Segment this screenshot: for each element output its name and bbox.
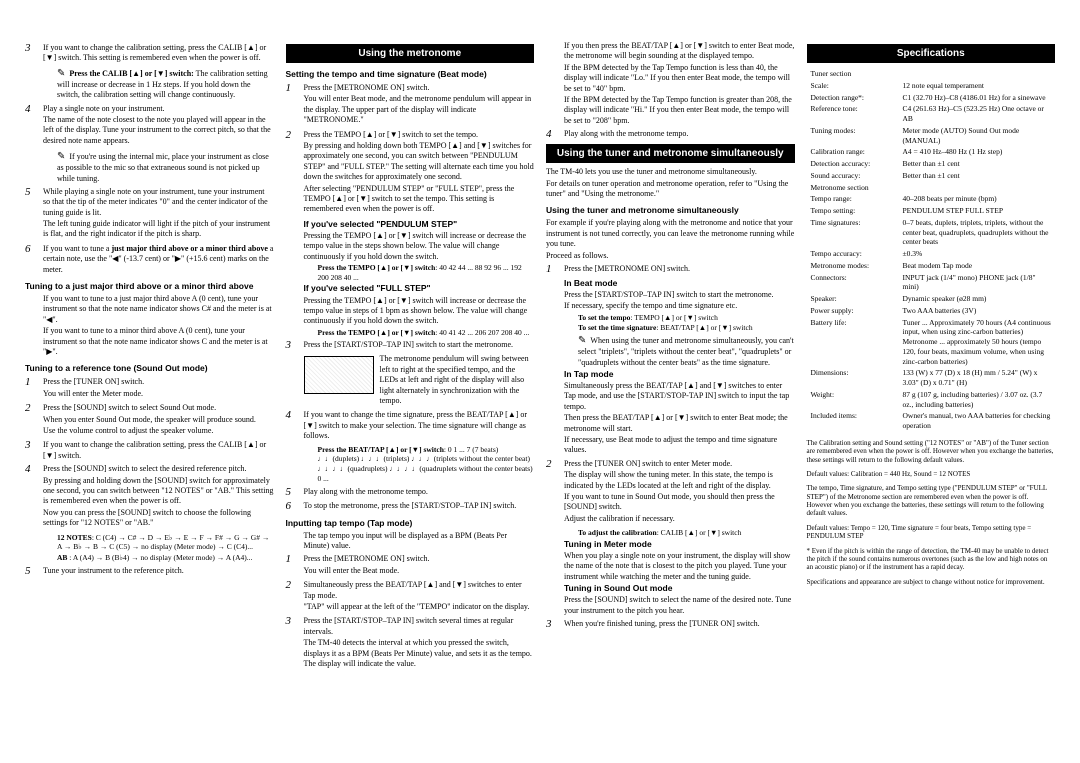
body-text: The TM-40 lets you use the tuner and met… bbox=[546, 167, 795, 177]
body-text: Proceed as follows. bbox=[546, 251, 795, 261]
step-text: Play a single note on your instrument. bbox=[43, 104, 165, 113]
section-header: Using the tuner and metronome simultaneo… bbox=[546, 144, 795, 163]
body-text: Pressing the TEMPO [▲] or [▼] switch wil… bbox=[304, 231, 535, 262]
step-bold: just major third above or a minor third … bbox=[111, 244, 267, 253]
footnote: Default values: Tempo = 120, Time signat… bbox=[807, 524, 1056, 541]
column-4: Specifications Tuner section Scale:12 no… bbox=[807, 40, 1056, 723]
footnote: * Even if the pitch is within the range … bbox=[807, 547, 1056, 572]
subheading: Using the tuner and metronome simultaneo… bbox=[546, 205, 795, 216]
subheading: Tuning to a reference tone (Sound Out mo… bbox=[25, 363, 274, 374]
body-text: If the BPM detected by the Tap Tempo fun… bbox=[564, 63, 795, 94]
step-text: Tune your instrument to the reference pi… bbox=[43, 566, 274, 577]
step-text: Press the [SOUND] switch to select the d… bbox=[43, 464, 247, 473]
step-sub: Adjust the calibration if necessary. bbox=[564, 514, 795, 524]
body-text: Then press the BEAT/TAP [▲] or [▼] switc… bbox=[564, 413, 795, 434]
step-text: Press the [SOUND] switch to select Sound… bbox=[43, 403, 216, 412]
body-text: Simultaneously press the BEAT/TAP [▲] an… bbox=[564, 381, 795, 412]
subheading: Tuning in Meter mode bbox=[564, 539, 795, 550]
step-sub: Use the volume control to adjust the spe… bbox=[43, 426, 274, 436]
step-text: Simultaneously press the BEAT/TAP [▲] an… bbox=[304, 580, 522, 599]
step-text: Press the [METRONOME ON] switch. bbox=[304, 83, 430, 92]
step-text: While playing a single note on your inst… bbox=[43, 187, 268, 217]
step-text: Press the [START/STOP–TAP IN] switch sev… bbox=[304, 616, 514, 635]
step-sub: The TM-40 detects the interval at which … bbox=[304, 638, 535, 669]
subheading: In Beat mode bbox=[564, 278, 795, 289]
subheading: In Tap mode bbox=[564, 369, 795, 380]
step-sub: You will enter Beat mode, and the metron… bbox=[304, 94, 535, 125]
step-sub: When you enter Sound Out mode, the speak… bbox=[43, 415, 274, 425]
note-text: When using the tuner and metronome simul… bbox=[578, 334, 795, 368]
subheading: If you've selected "FULL STEP" bbox=[304, 283, 535, 294]
body-text: If you want to tune to a just major thir… bbox=[43, 294, 274, 325]
subheading: If you've selected "PENDULUM STEP" bbox=[304, 219, 535, 230]
subheading: Tuning in Sound Out mode bbox=[564, 583, 795, 594]
note-label: Press the CALIB [▲] or [▼] switch: bbox=[69, 69, 193, 78]
body-text: Press the [START/STOP–TAP IN] switch to … bbox=[564, 290, 795, 300]
step-text: If you want to change the calibration se… bbox=[43, 440, 274, 461]
step-sub: Now you can press the [SOUND] switch to … bbox=[43, 508, 274, 529]
body-text: If you want to tune to a minor third abo… bbox=[43, 326, 274, 357]
manual-page: 3If you want to change the calibration s… bbox=[25, 40, 1055, 723]
step-text: If you want to change the calibration se… bbox=[43, 43, 274, 64]
specs-table: Tuner section Scale:12 note equal temper… bbox=[807, 67, 1056, 433]
body-text: The tap tempo you input will be displaye… bbox=[304, 531, 535, 552]
note-text: If you're using the internal mic, place … bbox=[57, 150, 274, 184]
step-sub: By pressing and holding down the [SOUND]… bbox=[43, 476, 274, 507]
step-text: To stop the metronome, press the [START/… bbox=[304, 501, 535, 512]
body-text: Pressing the TEMPO [▲] or [▼] switch wil… bbox=[304, 296, 535, 327]
column-2: Using the metronome Setting the tempo an… bbox=[286, 40, 535, 723]
body-text: For example if you're playing along with… bbox=[546, 218, 795, 249]
section-header: Specifications bbox=[807, 44, 1056, 63]
step-text: If you want to tune a bbox=[43, 244, 111, 253]
step-text: Play along with the metronome tempo. bbox=[564, 129, 795, 140]
step-sub: You will enter the Beat mode. bbox=[304, 566, 535, 576]
subheading: Setting the tempo and time signature (Be… bbox=[286, 69, 535, 80]
display-illustration bbox=[304, 356, 374, 394]
step-text: When you're finished tuning, press the [… bbox=[564, 619, 795, 630]
section-header: Using the metronome bbox=[286, 44, 535, 63]
subheading: Tuning to a just major third above or a … bbox=[25, 281, 274, 292]
step-text: Press the [TUNER ON] switch. bbox=[43, 377, 144, 386]
step-sub: By pressing and holding down both TEMPO … bbox=[304, 141, 535, 183]
body-text: If necessary, use Beat mode to adjust th… bbox=[564, 435, 795, 456]
column-3: If you then press the BEAT/TAP [▲] or [▼… bbox=[546, 40, 795, 723]
body-text: If the BPM detected by the Tap Tempo fun… bbox=[564, 95, 795, 126]
step-text: Press the [METRONOME ON] switch. bbox=[564, 264, 795, 275]
step-text: Play along with the metronome tempo. bbox=[304, 487, 535, 498]
footnote: The Calibration setting and Sound settin… bbox=[807, 439, 1056, 464]
step-text: Press the TEMPO [▲] or [▼] switch to set… bbox=[304, 130, 479, 139]
step-text: Press the [TUNER ON] switch to enter Met… bbox=[564, 459, 732, 468]
step-sub: The left tuning guide indicator will lig… bbox=[43, 219, 274, 240]
step-sub: The display will show the tuning meter. … bbox=[564, 470, 795, 491]
step-sub: You will enter the Meter mode. bbox=[43, 389, 274, 399]
step-sub: If you want to tune in Sound Out mode, y… bbox=[564, 492, 795, 513]
body-text: If you then press the BEAT/TAP [▲] or [▼… bbox=[564, 41, 795, 62]
body-text: For details on tuner operation and metro… bbox=[546, 179, 795, 200]
footnote: Specifications and appearance are subjec… bbox=[807, 578, 1056, 586]
step-sub: After selecting "PENDULUM STEP" or "FULL… bbox=[304, 184, 535, 215]
footnote: Default values: Calibration = 440 Hz, So… bbox=[807, 470, 1056, 478]
body-text: Press the [SOUND] switch to select the n… bbox=[564, 595, 795, 616]
step-sub: The name of the note closest to the note… bbox=[43, 115, 274, 146]
body-text: If necessary, specify the tempo and time… bbox=[564, 301, 795, 311]
step-text: If you want to change the time signature… bbox=[304, 410, 528, 440]
step-text: Press the [METRONOME ON] switch. bbox=[304, 554, 430, 563]
step-text: Press the [START/STOP–TAP IN] switch to … bbox=[304, 340, 535, 351]
body-text: When you play a single note on your inst… bbox=[564, 551, 795, 582]
column-1: 3If you want to change the calibration s… bbox=[25, 40, 274, 723]
step-sub: "TAP" will appear at the left of the "TE… bbox=[304, 602, 535, 612]
footnote: The tempo, Time signature, and Tempo set… bbox=[807, 484, 1056, 518]
subheading: Inputting tap tempo (Tap mode) bbox=[286, 518, 535, 529]
